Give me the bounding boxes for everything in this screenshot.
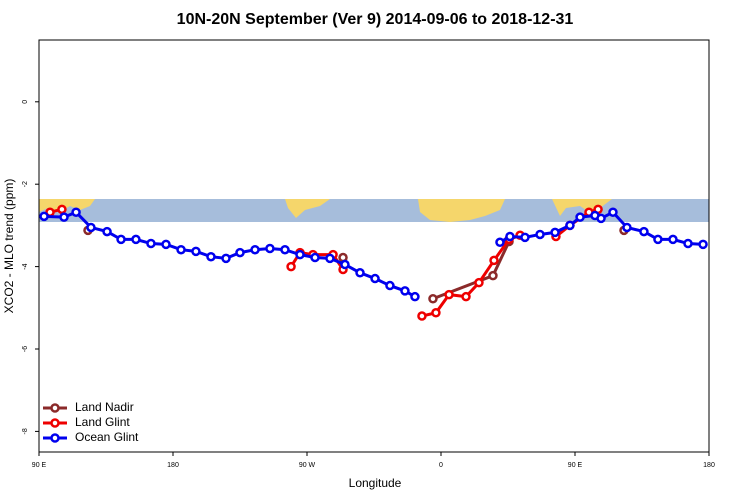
map-land — [552, 199, 612, 216]
point — [310, 252, 320, 263]
point — [474, 277, 484, 288]
point — [39, 211, 49, 222]
point — [444, 289, 454, 300]
y-tick-label: 0 — [22, 100, 29, 104]
map-strip — [39, 199, 709, 222]
point — [161, 239, 171, 250]
point — [250, 244, 260, 255]
point — [176, 244, 186, 255]
point — [71, 207, 81, 217]
series-line — [433, 230, 624, 298]
point — [698, 239, 708, 250]
point — [505, 231, 515, 242]
point — [146, 238, 156, 249]
point — [280, 244, 290, 255]
point — [370, 273, 380, 284]
legend-marker — [50, 433, 60, 443]
series-line — [49, 207, 599, 318]
point — [400, 286, 410, 296]
point — [596, 213, 606, 224]
point — [535, 229, 545, 240]
legend-label: Land Nadir — [75, 400, 134, 414]
point — [286, 261, 296, 272]
point — [325, 253, 335, 264]
series-line — [44, 210, 704, 298]
point — [191, 246, 201, 257]
legend-label: Land Glint — [75, 415, 130, 429]
map-land — [418, 199, 505, 222]
plot-frame — [38, 39, 710, 453]
x-tick-label: 180 — [167, 462, 179, 469]
point — [431, 307, 441, 318]
point — [668, 234, 678, 245]
point — [59, 212, 69, 222]
point — [575, 212, 585, 222]
y-tick-label: -2 — [22, 181, 29, 187]
x-tick-label: 90 E — [568, 462, 583, 469]
y-tick-label: -6 — [22, 346, 29, 352]
point — [221, 253, 231, 264]
point — [206, 251, 216, 262]
point — [86, 222, 96, 233]
point — [385, 280, 395, 291]
map-land — [285, 199, 330, 218]
point — [265, 243, 275, 254]
x-tick-label: 90 E — [32, 462, 47, 469]
point — [622, 222, 632, 233]
point — [428, 293, 438, 304]
point — [683, 238, 693, 249]
y-tick-label: -8 — [22, 428, 29, 434]
point — [550, 227, 560, 238]
x-tick-label: 90 W — [299, 462, 316, 469]
map-ocean — [39, 199, 709, 222]
point — [608, 207, 618, 217]
x-axis-label: Longitude — [349, 476, 402, 490]
point — [461, 291, 471, 302]
point — [639, 226, 649, 237]
point — [520, 232, 530, 243]
point — [410, 291, 420, 302]
legend-marker — [50, 418, 60, 428]
point — [102, 226, 112, 237]
point — [235, 247, 245, 258]
point — [116, 234, 126, 245]
point — [653, 234, 663, 245]
point — [295, 249, 305, 260]
x-tick-label: 0 — [439, 462, 443, 469]
point — [489, 255, 499, 266]
y-axis-label: XCO2 - MLO trend (ppm) — [2, 179, 16, 314]
x-tick-label: 180 — [703, 462, 715, 469]
point — [355, 268, 365, 278]
y-tick-label: -4 — [22, 263, 29, 269]
point — [131, 234, 141, 245]
point — [340, 259, 350, 270]
point — [57, 204, 67, 215]
point — [488, 270, 498, 281]
point — [565, 220, 575, 231]
legend-label: Ocean Glint — [75, 430, 139, 444]
chart-title: 10N-20N September (Ver 9) 2014-09-06 to … — [177, 11, 574, 28]
point — [417, 311, 427, 321]
legend-marker — [50, 403, 60, 413]
point — [495, 237, 505, 248]
